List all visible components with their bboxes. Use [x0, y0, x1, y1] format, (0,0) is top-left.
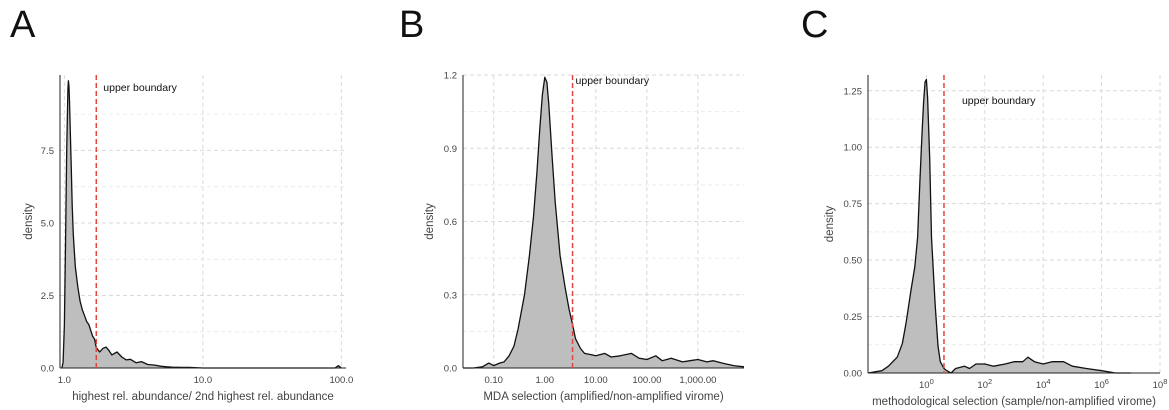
density-area	[868, 79, 1131, 373]
x-axis-label: highest rel. abundance/ 2nd highest rel.…	[72, 391, 334, 403]
y-tick-label: 2.5	[41, 291, 54, 302]
y-tick-label: 7.5	[41, 146, 54, 157]
y-tick-label: 0.00	[844, 369, 863, 380]
x-axis-label: methodological selection (sample/non-amp…	[872, 396, 1156, 408]
density-curve	[867, 78, 1131, 374]
x-tick-label: 1.0	[58, 375, 71, 386]
y-axis-label: density	[824, 206, 836, 243]
panel-letter-a: A	[10, 4, 36, 46]
y-axis-label: density	[23, 203, 35, 240]
y-tick-label: 0.6	[444, 217, 457, 228]
density-curve	[61, 80, 342, 369]
x-tick-label: 108	[1153, 377, 1168, 391]
density-area	[61, 80, 342, 369]
x-tick-label: 106	[1094, 377, 1109, 391]
upper-boundary-label: upper boundary	[576, 75, 650, 87]
y-tick-label: 5.0	[41, 218, 54, 229]
x-tick-label: 0.10	[484, 375, 503, 386]
density-area	[463, 77, 744, 369]
chart-panel-b: upper boundary 0.0 0.3 0.6 0.9 1.2 0.10 1.00 10.…	[424, 71, 745, 403]
chart-panel-c: upper boundary 0.00 0.25 0.50 0.75 1.00 1.25 10…	[824, 75, 1167, 408]
x-tick-label: 10.00	[584, 375, 608, 386]
y-tick-label: 0.3	[444, 290, 457, 301]
y-tick-label: 0.50	[844, 256, 863, 267]
x-tick-label: 10.0	[194, 375, 213, 386]
y-tick-label: 1.2	[444, 71, 457, 82]
y-axis-label: density	[424, 203, 436, 240]
x-tick-label: 100.0	[329, 375, 353, 386]
y-tick-label: 0.0	[41, 364, 54, 375]
panel-letter-c: C	[801, 4, 829, 46]
x-tick-label: 1.00	[536, 375, 555, 386]
x-tick-label: 102	[977, 377, 992, 391]
panel-letter-b: B	[399, 4, 425, 46]
x-tick-label: 100.00	[632, 375, 661, 386]
y-tick-label: 0.75	[844, 199, 863, 210]
y-tick-label: 0.25	[844, 312, 863, 323]
y-tick-label: 0.0	[444, 364, 457, 375]
upper-boundary-label: upper boundary	[962, 95, 1036, 107]
y-tick-label: 1.00	[844, 143, 863, 154]
x-axis-label: MDA selection (amplified/non-amplified v…	[483, 391, 723, 403]
y-tick-label: 1.25	[844, 86, 863, 97]
y-tick-label: 0.9	[444, 144, 457, 155]
x-tick-label: 1,000.00	[679, 375, 716, 386]
upper-boundary-label: upper boundary	[103, 82, 177, 94]
density-curve	[463, 76, 745, 369]
x-tick-label: 104	[1036, 377, 1051, 391]
chart-panel-a: upper boundary 0.0 2.5 5.0 7.5 1.0 10.0 100.0 hi…	[23, 75, 353, 403]
x-tick-label: 100	[919, 377, 934, 391]
